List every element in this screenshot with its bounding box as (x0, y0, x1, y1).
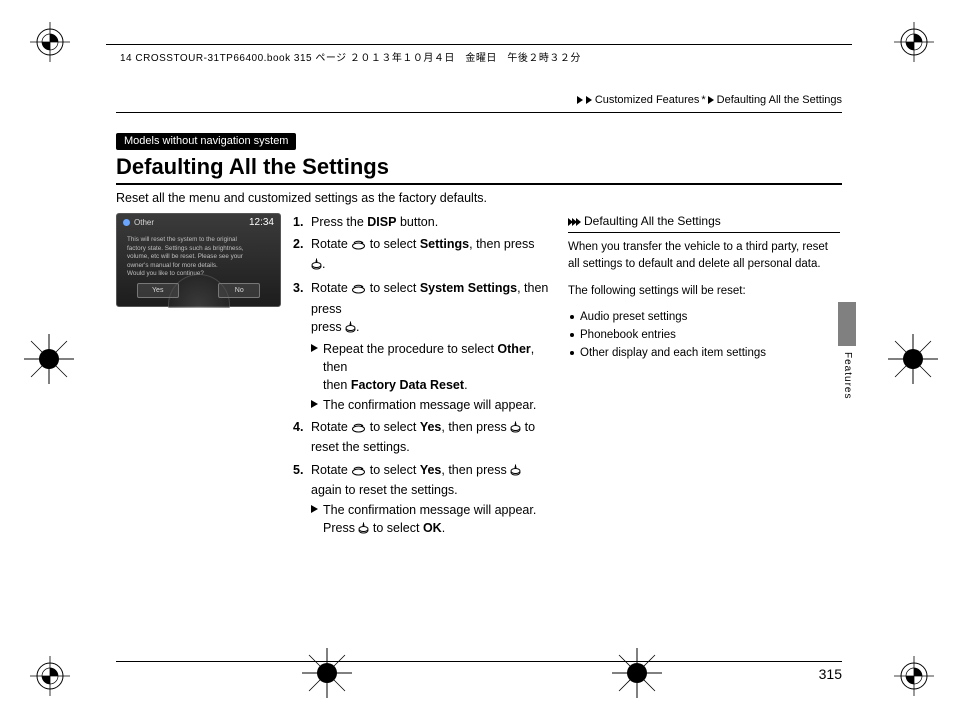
section-tab (838, 302, 856, 346)
press-dial-icon (311, 257, 322, 275)
rotate-dial-icon (351, 420, 366, 438)
registration-mark-icon (894, 656, 934, 696)
press-dial-icon (510, 463, 521, 481)
fold-mark-icon (610, 646, 664, 700)
step-3-sub2: The confirmation message will appear. (311, 396, 550, 414)
section-label: Features (842, 352, 853, 399)
fold-mark-icon (886, 332, 940, 386)
triangle-bullet-icon (311, 400, 318, 408)
screen-message: This will reset the system to the origin… (127, 236, 270, 279)
step-2: 2. Rotate to select Settings, then press… (293, 235, 550, 275)
sidebar-list-item: Phonebook entries (568, 327, 840, 344)
rotate-dial-icon (351, 237, 366, 255)
page-title: Defaulting All the Settings (116, 154, 842, 185)
breadcrumb-arrow-icon (586, 96, 592, 104)
step-5-sub: The confirmation message will appear. Pr… (311, 501, 550, 539)
model-badge: Models without navigation system (116, 133, 296, 150)
top-rule (116, 112, 842, 113)
breadcrumb-part: Defaulting All the Settings (717, 94, 842, 106)
breadcrumb-part: Customized Features (595, 94, 700, 106)
breadcrumb: Customized Features * Defaulting All the… (116, 94, 842, 106)
step-5: 5. Rotate to select Yes, then press agai… (293, 461, 550, 540)
sidebar-heading-text: Defaulting All the Settings (584, 213, 721, 230)
intro-text: Reset all the menu and customized settin… (116, 191, 842, 205)
rotate-dial-icon (351, 463, 366, 481)
screen-tab-label: Other (134, 218, 154, 227)
sidebar-list-item: Other display and each item settings (568, 345, 840, 362)
step-1: 1. Press the DISP button. (293, 213, 550, 231)
sidebar-paragraph: When you transfer the vehicle to a third… (568, 239, 840, 272)
step-3-sub1: Repeat the procedure to select Other, th… (311, 340, 550, 394)
sidebar-paragraph: The following settings will be reset: (568, 283, 840, 300)
sidebar-list-item: Audio preset settings (568, 309, 840, 326)
left-column: Other 12:34 This will reset the system t… (116, 213, 550, 543)
breadcrumb-asterisk: * (701, 94, 705, 106)
rotate-dial-icon (351, 281, 366, 299)
press-dial-icon (358, 521, 369, 539)
page-content: Customized Features * Defaulting All the… (116, 94, 842, 543)
triangle-bullet-icon (311, 505, 318, 513)
registration-mark-icon (894, 22, 934, 62)
footer-rule (116, 661, 842, 662)
breadcrumb-arrow-icon (708, 96, 714, 104)
book-metadata: 14 CROSSTOUR-31TP66400.book 315 ページ ２０１３… (120, 49, 581, 64)
sidebar-heading: Defaulting All the Settings (568, 213, 840, 233)
dashboard-screenshot: Other 12:34 This will reset the system t… (116, 213, 281, 307)
header-rule (106, 44, 852, 45)
sidebar-column: Defaulting All the Settings When you tra… (568, 213, 840, 543)
breadcrumb-arrow-icon (577, 96, 583, 104)
screen-back-icon (123, 219, 130, 226)
chevron-stack-icon (568, 218, 580, 226)
screen-no-button: No (218, 283, 260, 298)
fold-mark-icon (22, 332, 76, 386)
press-dial-icon (510, 420, 521, 438)
screen-clock: 12:34 (249, 217, 274, 228)
registration-mark-icon (30, 22, 70, 62)
triangle-bullet-icon (311, 344, 318, 352)
screen-yes-button: Yes (137, 283, 179, 298)
step-3: 3. Rotate to select System Settings, the… (293, 279, 550, 414)
press-dial-icon (345, 320, 356, 338)
registration-mark-icon (30, 656, 70, 696)
sidebar-list: Audio preset settings Phonebook entries … (568, 309, 840, 361)
fold-mark-icon (300, 646, 354, 700)
step-4: 4. Rotate to select Yes, then press to r… (293, 418, 550, 456)
page-number: 315 (819, 666, 842, 682)
instruction-steps: 1. Press the DISP button. 2. Rotate to s… (293, 213, 550, 543)
